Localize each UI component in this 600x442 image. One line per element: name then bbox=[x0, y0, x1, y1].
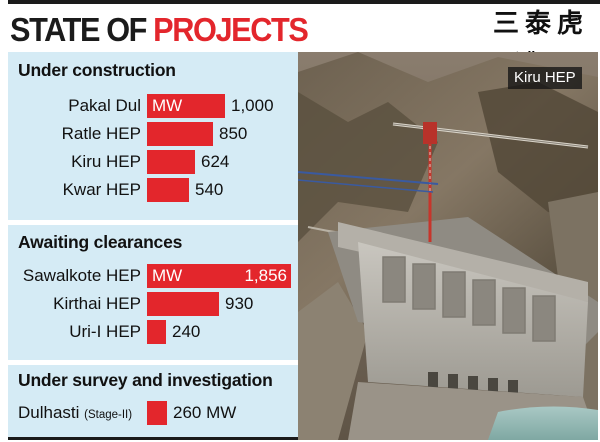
bar bbox=[147, 264, 291, 288]
data-label: 240 bbox=[172, 322, 201, 341]
category-note: (Stage-II) bbox=[84, 409, 133, 421]
bar bbox=[147, 292, 219, 316]
category-label: Sawalkote HEP bbox=[22, 266, 141, 285]
data-label: 624 bbox=[201, 152, 230, 171]
data-label: 260 MW bbox=[173, 403, 237, 422]
category-label: Kiru HEP bbox=[71, 152, 141, 171]
bar bbox=[147, 122, 213, 146]
category-label: Kirthai HEP bbox=[53, 294, 141, 313]
section-heading: Under construction bbox=[18, 60, 176, 80]
category-label: Dulhasti (Stage-II) bbox=[18, 403, 133, 422]
bar bbox=[147, 94, 225, 118]
watermark-logo: 三泰虎 bbox=[492, 9, 589, 39]
category-label: Kwar HEP bbox=[62, 180, 141, 199]
data-label: 1,856 bbox=[244, 266, 287, 285]
title-part-1: STATE OF bbox=[10, 11, 147, 48]
section-divider bbox=[8, 360, 298, 365]
category-label: Ratle HEP bbox=[61, 124, 141, 143]
title-block: STATE OF PROJECTS 三泰虎 bbox=[8, 0, 600, 52]
category-label: Pakal Dul bbox=[68, 96, 141, 115]
bar bbox=[147, 178, 189, 202]
category-label: Uri-I HEP bbox=[69, 322, 141, 341]
section-heading: Awaiting clearances bbox=[18, 232, 183, 252]
data-label: 930 bbox=[225, 294, 254, 313]
bar bbox=[147, 320, 166, 344]
photo-caption: Kiru HEP bbox=[508, 67, 582, 89]
dam-photo bbox=[298, 52, 598, 440]
data-label: 850 bbox=[219, 124, 248, 143]
title-part-2: PROJECTS bbox=[153, 11, 309, 48]
bar bbox=[147, 401, 167, 425]
chart-panel: Under construction Pakal Dul MW 1,000 Ratle … bbox=[8, 52, 298, 440]
page-title: STATE OF PROJECTS bbox=[10, 10, 309, 50]
section-heading: Under survey and investigation bbox=[18, 370, 273, 390]
section-divider bbox=[8, 220, 298, 225]
bar-unit-label: MW bbox=[152, 266, 183, 285]
data-label: 1,000 bbox=[231, 96, 274, 115]
bar bbox=[147, 150, 195, 174]
data-label: 540 bbox=[195, 180, 224, 199]
bar-unit-label: MW bbox=[152, 96, 183, 115]
dam-photo-illustration bbox=[298, 52, 598, 440]
